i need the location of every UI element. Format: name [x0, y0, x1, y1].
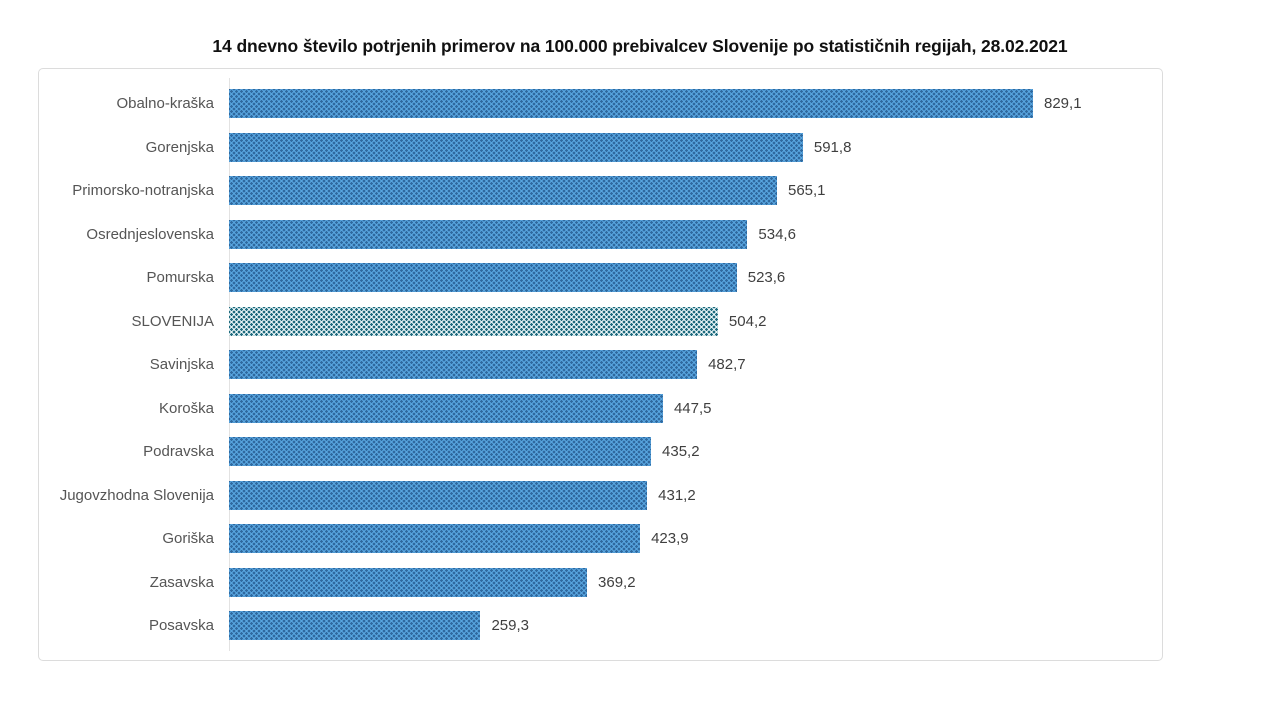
- value-label: 534,6: [758, 225, 796, 243]
- bar-row: Koroška 447,5: [39, 387, 1162, 431]
- category-label: Jugovzhodna Slovenija: [59, 486, 214, 504]
- value-label: 369,2: [598, 573, 636, 591]
- bar-row: Pomurska 523,6: [39, 256, 1162, 300]
- bar: [229, 611, 481, 641]
- bar-track: 259,3: [229, 604, 1162, 648]
- category-label: Zasavska: [149, 573, 214, 591]
- category-label: Koroška: [158, 399, 214, 417]
- bar: [229, 132, 803, 162]
- bar-row: Zasavska 369,2: [39, 561, 1162, 605]
- value-label: 447,5: [673, 399, 712, 417]
- bar-row: Posavska 259,3: [39, 604, 1162, 648]
- chart-title: 14 dnevno število potrjenih primerov na …: [212, 36, 1068, 56]
- value-label: 431,2: [658, 486, 696, 504]
- bar-row: Obalno-kraška 829,1: [39, 82, 1162, 126]
- bar-row: SLOVENIJA 504,2: [39, 300, 1162, 344]
- bar-row: Podravska 435,2: [39, 430, 1162, 474]
- bar-track: 523,6: [229, 256, 1162, 300]
- bar: [229, 480, 648, 510]
- bar-row: Savinjska 482,7: [39, 343, 1162, 387]
- bar-track: 829,1: [229, 82, 1162, 126]
- bar: [229, 524, 641, 554]
- bar-track: 423,9: [229, 517, 1162, 561]
- category-label: Pomurska: [146, 269, 214, 287]
- bar-track: 431,2: [229, 474, 1162, 518]
- bar-track: 504,2: [229, 300, 1162, 344]
- bar-row: Gorenjska 591,8: [39, 126, 1162, 170]
- bar-track: 447,5: [229, 387, 1162, 431]
- bar: [229, 350, 698, 380]
- bar-track: 369,2: [229, 561, 1162, 605]
- bar: [229, 89, 1033, 119]
- category-label: Gorenjska: [145, 138, 214, 156]
- value-label: 829,1: [1044, 95, 1082, 113]
- category-label: Savinjska: [149, 356, 214, 374]
- bar: [229, 263, 737, 293]
- value-label: 565,1: [787, 182, 826, 200]
- bar: [229, 393, 663, 423]
- category-label: Podravska: [143, 443, 214, 461]
- bar-row: Jugovzhodna Slovenija 431,2: [39, 474, 1162, 518]
- value-label: 591,8: [813, 138, 852, 156]
- chart-area: Obalno-kraška 829,1 Gorenjska 591,8 Prim…: [38, 68, 1163, 661]
- bar: [229, 437, 652, 467]
- value-label: 523,6: [747, 269, 786, 287]
- bar-rows: Obalno-kraška 829,1 Gorenjska 591,8 Prim…: [39, 82, 1162, 648]
- bar-track: 435,2: [229, 430, 1162, 474]
- value-label: 423,9: [651, 530, 689, 548]
- value-label: 504,2: [728, 312, 767, 330]
- bar-track: 482,7: [229, 343, 1162, 387]
- category-label: Osrednjeslovenska: [86, 225, 214, 243]
- bar-track: 534,6: [229, 213, 1162, 257]
- category-label: Goriška: [162, 530, 214, 548]
- category-label: Posavska: [148, 617, 214, 635]
- value-label: 435,2: [662, 443, 700, 461]
- bar-track: 591,8: [229, 126, 1162, 170]
- category-label: SLOVENIJA: [131, 312, 214, 330]
- bar: [229, 176, 777, 206]
- value-label: 259,3: [491, 617, 529, 635]
- bar: [229, 219, 748, 249]
- bar-row: Primorsko-notranjska 565,1: [39, 169, 1162, 213]
- value-label: 482,7: [708, 356, 746, 374]
- category-label: Obalno-kraška: [116, 95, 214, 113]
- bar: [229, 306, 718, 336]
- bar-row: Goriška 423,9: [39, 517, 1162, 561]
- category-label: Primorsko-notranjska: [72, 182, 214, 200]
- bar-track: 565,1: [229, 169, 1162, 213]
- bar-row: Osrednjeslovenska 534,6: [39, 213, 1162, 257]
- bar: [229, 567, 588, 597]
